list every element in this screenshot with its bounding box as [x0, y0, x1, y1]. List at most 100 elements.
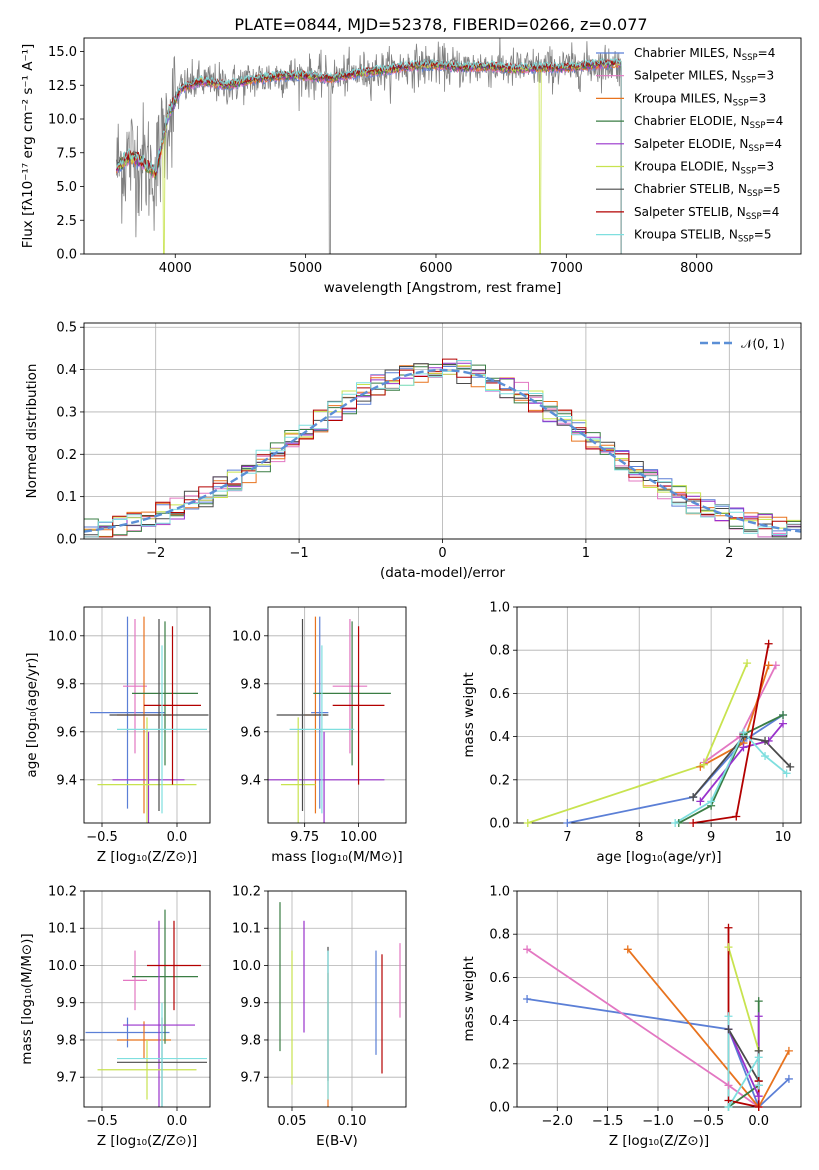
- mass-z-ytick-label: 9.7: [56, 1071, 77, 1086]
- weight-marker: [732, 812, 741, 821]
- weight-marker: [779, 711, 788, 719]
- weight-z-xlabel: Z [log₁₀(Z/Z⊙)]: [609, 1133, 709, 1149]
- age-mass-axes: 9.75 10.00 9.4 9.6 9.8 10.0 mass [log₁₀(M/M⊙)]: [232, 606, 407, 865]
- weight-marker: [754, 1103, 763, 1111]
- spectrum-ytick-label: 7.5: [56, 146, 77, 161]
- residuals-ytick-label: 0.1: [56, 490, 77, 505]
- weight-age-axes: 7 8 9 10 0.0 0.2 0.4 0.6 0.8 1.0 age [log₁₀(age/yr…: [461, 601, 802, 865]
- residual-histogram-3: [84, 363, 801, 538]
- spectrum-ytick-label: 10.0: [48, 113, 77, 128]
- legend-entry: Kroupa MILES, NSSP=3: [634, 91, 766, 108]
- legend-value: =4: [766, 114, 784, 128]
- weight-z-ytick-label: 0.8: [489, 928, 510, 943]
- weight-age-xtick-label: 7: [563, 830, 571, 845]
- weight-marker: [743, 659, 752, 668]
- mass-z-ytick-label: 10.2: [48, 885, 77, 900]
- weight-z-ytick-label: 0.2: [489, 1057, 510, 1072]
- legend-sub: SSP: [747, 189, 763, 199]
- legend-value: =3: [756, 160, 774, 174]
- spectrum-xtick-label: 8000: [680, 261, 713, 276]
- mass-ebv-ytick-label: 10.0: [232, 959, 261, 974]
- weight-z-ytick-label: 0.0: [489, 1101, 510, 1116]
- age-mass-xlabel: mass [log₁₀(M/M⊙)]: [271, 849, 402, 865]
- weight-marker: [699, 760, 708, 769]
- legend-sub: SSP: [741, 167, 757, 177]
- age-z-frame: [83, 606, 211, 824]
- residuals-frame: [83, 322, 802, 540]
- weight-age-ytick-label: 0.2: [489, 773, 510, 788]
- age-mass-plot-area: [268, 616, 391, 823]
- weight-age-ytick-label: 0.0: [489, 817, 510, 832]
- weight-age-ytick-label: 0.8: [489, 644, 510, 659]
- weight-marker: [754, 1092, 763, 1101]
- model-spectrum-2: [116, 61, 622, 254]
- mass-z-ytick-label: 9.9: [56, 996, 77, 1011]
- weight-age-ytick-label: 1.0: [489, 601, 510, 616]
- weight-line-3: [678, 714, 784, 823]
- model-spectrum-0: [116, 62, 622, 254]
- weight-age-ytick-label: 0.4: [489, 730, 510, 745]
- model-spectrum-8: [116, 57, 622, 254]
- spectrum-ytick-label: 0.0: [56, 248, 77, 263]
- residuals-ytick-label: 0.4: [56, 363, 77, 378]
- spectrum-ytick-label: 2.5: [56, 214, 77, 229]
- age-z-xtick-label: −0.5: [86, 830, 118, 845]
- legend-sub: SSP: [733, 98, 749, 108]
- weight-z-xtick-label: −2.0: [541, 1114, 573, 1129]
- weight-marker: [724, 1081, 733, 1090]
- weight-age-xtick-label: 10: [775, 830, 792, 845]
- age-z-ytick-label: 9.4: [56, 773, 77, 788]
- residuals-plot-area: [84, 358, 801, 538]
- legend-value: =4: [762, 205, 780, 219]
- age-mass-ytick-label: 9.8: [240, 677, 261, 692]
- weight-marker: [523, 995, 532, 1003]
- legend-value: =3: [756, 69, 774, 83]
- weight-marker: [784, 1074, 793, 1083]
- mass-ebv-axes: 0.05 0.10 9.7 9.8 9.9 10.0 10.1 10.2 E(B-V): [232, 885, 407, 1149]
- residuals-xtick-label: −2: [146, 546, 165, 561]
- spectrum-plot-area: [116, 38, 622, 254]
- weight-marker: [696, 797, 705, 806]
- weight-marker: [784, 1046, 793, 1055]
- weight-line-0: [526, 998, 790, 1107]
- age-z-ytick-label: 9.8: [56, 677, 77, 692]
- normal-curve-line: [84, 368, 801, 533]
- weight-z-ytick-label: 0.4: [489, 1014, 510, 1029]
- weight-z-axes: −2.0 −1.5 −1.0 −0.5 0.0 0.0 0.2 0.4 0.6 0.8 1.0 Z […: [461, 885, 802, 1149]
- residuals-ylabel: Normed distribution: [24, 364, 40, 499]
- legend-sub: SSP: [742, 53, 758, 63]
- model-spectrum-5: [116, 58, 622, 254]
- age-mass-xtick-label: 10.00: [340, 830, 377, 845]
- legend-entry: Chabrier MILES, NSSP=4: [634, 46, 775, 63]
- spectrum-ytick-label: 5.0: [56, 180, 77, 195]
- spectrum-frame: [83, 37, 802, 255]
- legend-value: =5: [754, 228, 772, 242]
- residuals-xtick-label: 0: [438, 546, 446, 561]
- spectrum-ytick-label: 12.5: [48, 79, 77, 94]
- model-spectrum-4: [116, 59, 622, 254]
- mass-ebv-xtick-label: 0.05: [278, 1114, 307, 1129]
- weight-age-ytick-label: 0.6: [489, 687, 510, 702]
- weight-marker: [782, 769, 791, 778]
- legend-sub: SSP: [748, 144, 764, 154]
- legend-sub: SSP: [741, 76, 757, 86]
- weight-marker: [724, 943, 733, 952]
- model-spectrum-3: [116, 60, 622, 254]
- mass-ebv-plot-area: [279, 902, 401, 1107]
- spectrum-xtick-label: 6000: [419, 261, 452, 276]
- residuals-xtick-label: 2: [725, 546, 733, 561]
- weight-marker: [754, 997, 763, 1006]
- age-z-ytick-label: 10.0: [48, 629, 77, 644]
- spectrum-legend: Chabrier MILES, NSSP=4 Salpeter MILES, NS…: [596, 46, 783, 245]
- weight-line-8: [727, 1016, 760, 1107]
- spectrum-ylabel: Flux [fλ10⁻¹⁷ erg cm⁻² s⁻¹ A⁻¹]: [20, 44, 36, 249]
- mass-z-ytick-label: 10.0: [48, 959, 77, 974]
- mass-ebv-ytick-label: 9.9: [240, 996, 261, 1011]
- age-z-axes: −0.5 0.0 9.4 9.6 9.8 10.0 Z [log₁₀(Z/Z⊙)] age […: [24, 606, 211, 865]
- weight-marker: [689, 793, 698, 802]
- weight-z-xtick-label: −1.5: [592, 1114, 624, 1129]
- legend-entry: Kroupa ELODIE, NSSP=3: [634, 160, 774, 177]
- spectrum-axes: 4000 5000 6000 7000 8000 0.0 2.5 5.0 7.5 10.0 12.5…: [20, 37, 802, 296]
- weight-age-xtick-label: 8: [635, 830, 643, 845]
- weight-marker: [523, 819, 532, 827]
